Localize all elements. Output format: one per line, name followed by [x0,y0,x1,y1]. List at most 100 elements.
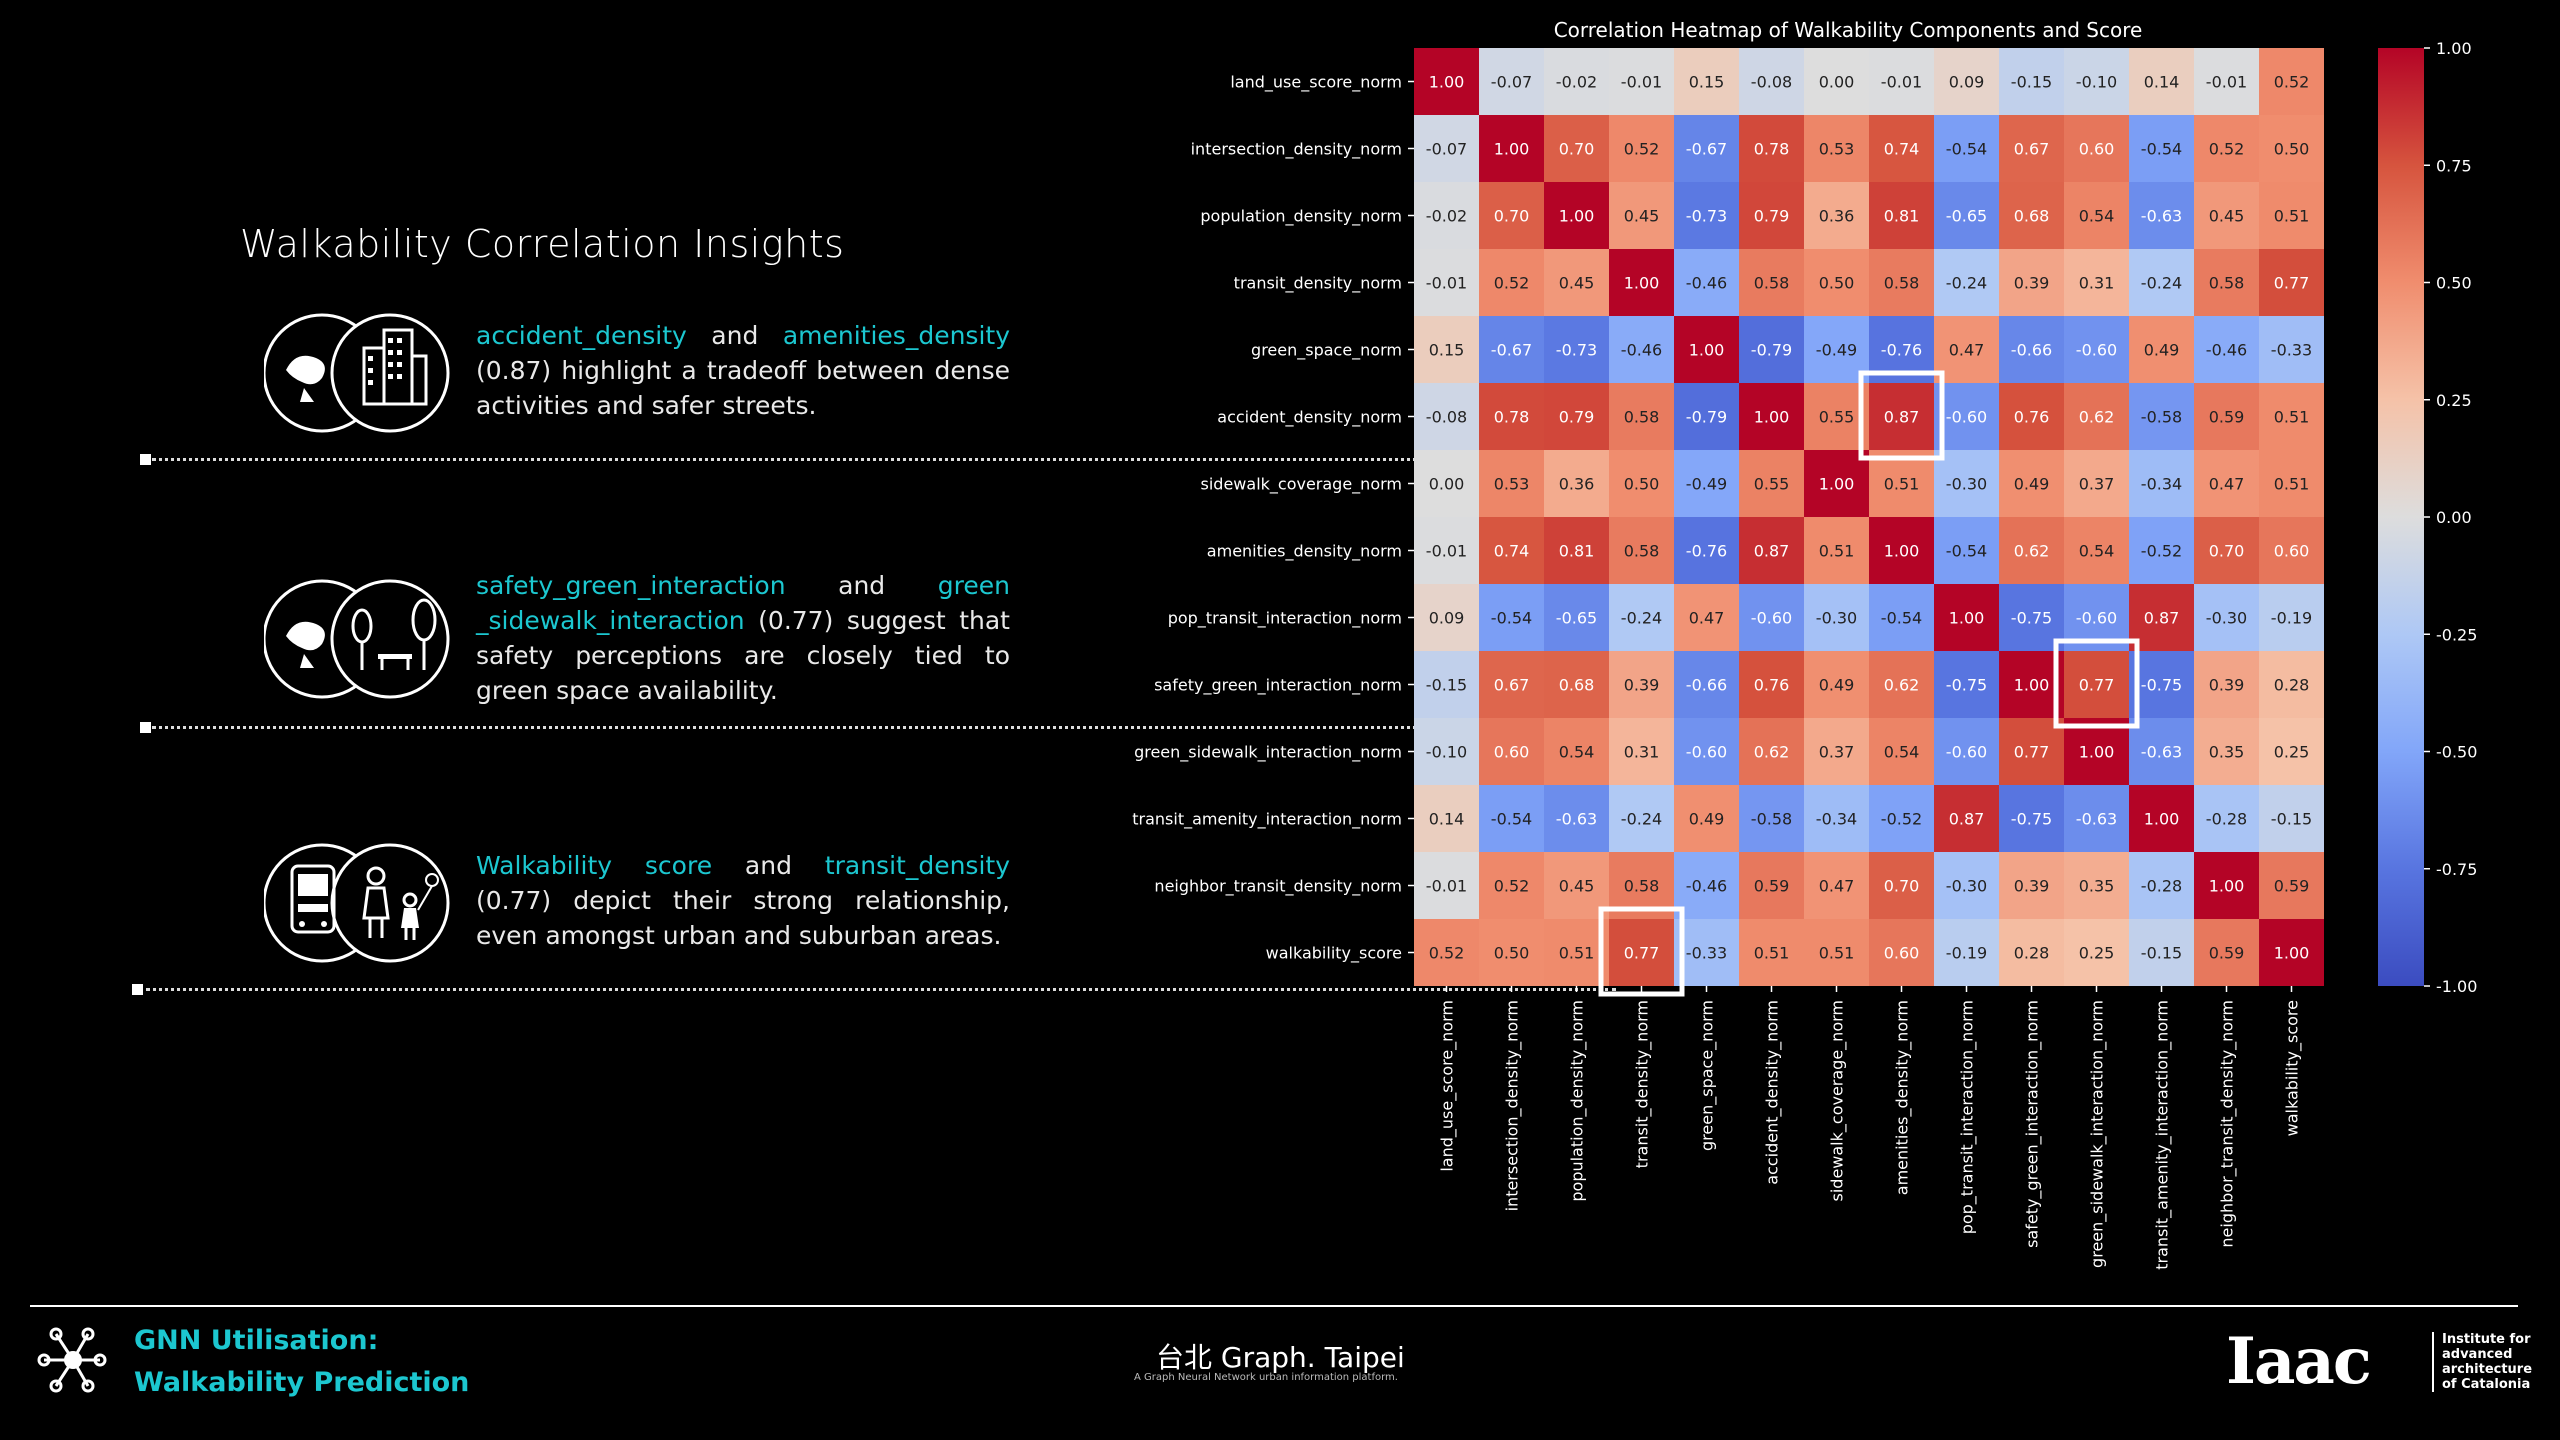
heatmap-cell [1999,115,2064,182]
cell-value-label: -0.60 [1946,408,1987,427]
cell-value-label: 0.58 [1884,274,1920,293]
cell-value-label: -0.67 [1491,341,1532,360]
heatmap-cell [1934,249,1999,316]
heatmap-cell [1934,919,1999,986]
colorbar [2378,48,2424,986]
footer-divider [30,1305,2518,1307]
cell-value-label: 0.15 [1689,73,1725,92]
heatmap-cell [1739,785,1804,852]
heatmap-cell [2194,383,2259,450]
heatmap-cell [1479,48,1544,115]
heatmap-cell [1869,517,1934,584]
cell-value-label: -0.08 [1426,408,1467,427]
row-tick-label: amenities_density_norm [1207,542,1402,562]
heatmap-cell [1804,182,1869,249]
heatmap-cell [1479,919,1544,986]
cell-value-label: 0.35 [2079,877,2115,896]
heatmap-cell [2194,316,2259,383]
heatmap-cell [2064,115,2129,182]
heatmap-cell [1739,115,1804,182]
cell-value-label: -0.08 [1751,73,1792,92]
heatmap-cell [1544,249,1609,316]
cell-value-label: 0.59 [2274,877,2310,896]
heatmap-cell [2064,517,2129,584]
heatmap-cell [1869,852,1934,919]
cell-value-label: -0.02 [1556,73,1597,92]
heatmap-cell [1609,182,1674,249]
heatmap-cell [1804,517,1869,584]
heatmap-cell [2129,584,2194,651]
transit-family-icon [262,843,450,963]
cell-value-label: -0.15 [2011,73,2052,92]
cell-value-label: 0.62 [2079,408,2115,427]
cell-value-label: 0.37 [1819,743,1855,762]
cell-value-label: 0.62 [1884,676,1920,695]
row-tick-label: green_sidewalk_interaction_norm [1134,743,1402,763]
iaac-logo: Iaac [2226,1324,2372,1399]
cell-value-label: 0.15 [1429,341,1465,360]
heatmap-cell [1999,450,2064,517]
cell-value-label: -0.07 [1491,73,1532,92]
heatmap-cell [2129,718,2194,785]
heatmap-cell [1609,584,1674,651]
cell-value-label: -0.10 [2076,73,2117,92]
heatmap-cell [2259,115,2324,182]
cell-value-label: -0.30 [1946,475,1987,494]
heatmap-cell [1544,852,1609,919]
heatmap-cell [2259,584,2324,651]
insight-2-term-b: green _sidewalk_interaction [476,571,1010,635]
heatmap-cell [1609,115,1674,182]
heatmap-cell [2259,48,2324,115]
cell-value-label: -0.75 [2141,676,2182,695]
column-tick-label: neighbor_transit_density_norm [2218,1000,2238,1248]
cell-value-label: 0.52 [1494,877,1530,896]
heatmap-cell [2129,249,2194,316]
heatmap-cell [1934,316,1999,383]
heatmap-cell [1869,718,1934,785]
cell-value-label: 0.25 [2274,743,2310,762]
cell-value-label: 0.51 [1819,542,1855,561]
row-tick-label: population_density_norm [1200,207,1402,227]
cell-value-label: 1.00 [1559,207,1595,226]
cell-value-label: 0.55 [1754,475,1790,494]
heatmap-cell [2129,852,2194,919]
cell-value-label: -0.65 [1556,609,1597,628]
cell-value-label: -0.24 [1621,810,1662,829]
heatmap-cell [2064,852,2129,919]
cell-value-label: 0.58 [1754,274,1790,293]
heatmap-cell [1739,651,1804,718]
cell-value-label: -0.76 [1881,341,1922,360]
cell-value-label: 0.60 [1494,743,1530,762]
cell-value-label: -0.60 [2076,341,2117,360]
heatmap-cell [2259,718,2324,785]
heatmap-cell [1674,517,1739,584]
heatmap-cell [1869,919,1934,986]
cell-value-label: -0.63 [1556,810,1597,829]
heatmap-cell [2064,919,2129,986]
heatmap-cell [1414,450,1479,517]
heatmap-cell [1804,852,1869,919]
cell-value-label: -0.75 [2011,810,2052,829]
heatmap-cell [1544,48,1609,115]
heatmap-cell [1609,450,1674,517]
heatmap-cell [1544,450,1609,517]
heatmap-cell [2129,785,2194,852]
cell-value-label: 0.47 [2209,475,2245,494]
heatmap-cell [1869,115,1934,182]
heatmap-cell [1544,785,1609,852]
cell-value-label: 0.87 [1949,810,1985,829]
heatmap-cell [1999,517,2064,584]
heatmap-cell [1479,785,1544,852]
cell-value-label: 1.00 [2209,877,2245,896]
heatmap-cell [1414,852,1479,919]
heatmap-cell [1674,115,1739,182]
heatmap-cell [1804,383,1869,450]
cell-value-label: 0.50 [1624,475,1660,494]
heatmap-cell [1739,450,1804,517]
cell-value-label: 0.87 [1754,542,1790,561]
cell-value-label: -0.49 [1816,341,1857,360]
heatmap-cell [2259,182,2324,249]
heatmap-cell [2259,249,2324,316]
heatmap-cell [1544,584,1609,651]
cell-value-label: 0.31 [2079,274,2115,293]
